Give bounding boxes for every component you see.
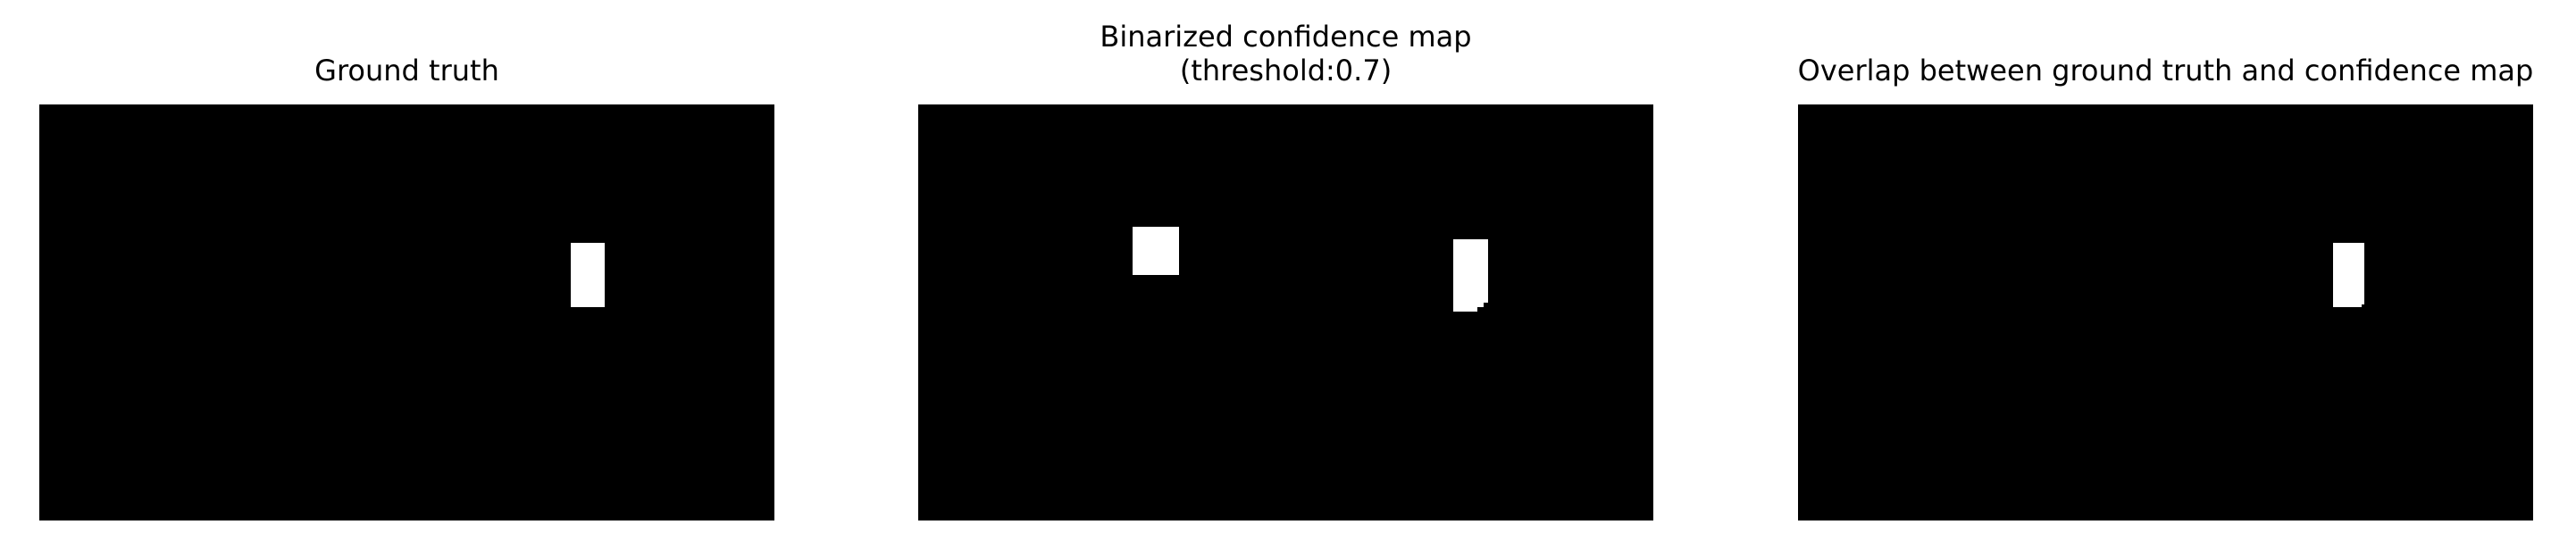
confidence-map-white-region-right xyxy=(1453,239,1488,312)
confidence-map-white-region-left xyxy=(1133,227,1179,275)
confidence-map-title: Binarized confidence map (threshold:0.7) xyxy=(1100,20,1472,87)
ground-truth-panel: Ground truth xyxy=(39,0,774,558)
ground-truth-white-region xyxy=(571,243,605,307)
confidence-map-panel: Binarized confidence map (threshold:0.7) xyxy=(918,0,1653,558)
overlap-panel: Overlap between ground truth and confide… xyxy=(1798,0,2533,558)
ground-truth-image xyxy=(39,104,774,521)
ground-truth-title: Ground truth xyxy=(314,54,499,87)
overlap-image xyxy=(1798,104,2533,521)
confidence-map-image xyxy=(918,104,1653,521)
overlap-title: Overlap between ground truth and confide… xyxy=(1797,54,2534,87)
overlap-white-region xyxy=(2333,243,2364,307)
